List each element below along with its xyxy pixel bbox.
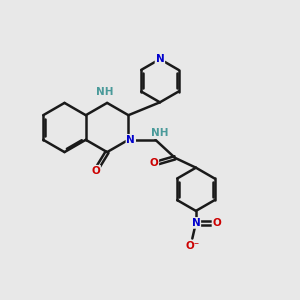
Text: O: O (149, 158, 158, 168)
Text: O: O (212, 218, 221, 228)
Text: N: N (126, 135, 135, 145)
Text: NH: NH (151, 128, 168, 138)
Text: O: O (91, 166, 100, 176)
Text: NH: NH (96, 87, 113, 98)
Text: N: N (155, 54, 164, 64)
Text: N: N (191, 218, 200, 228)
Text: O⁻: O⁻ (185, 241, 200, 251)
